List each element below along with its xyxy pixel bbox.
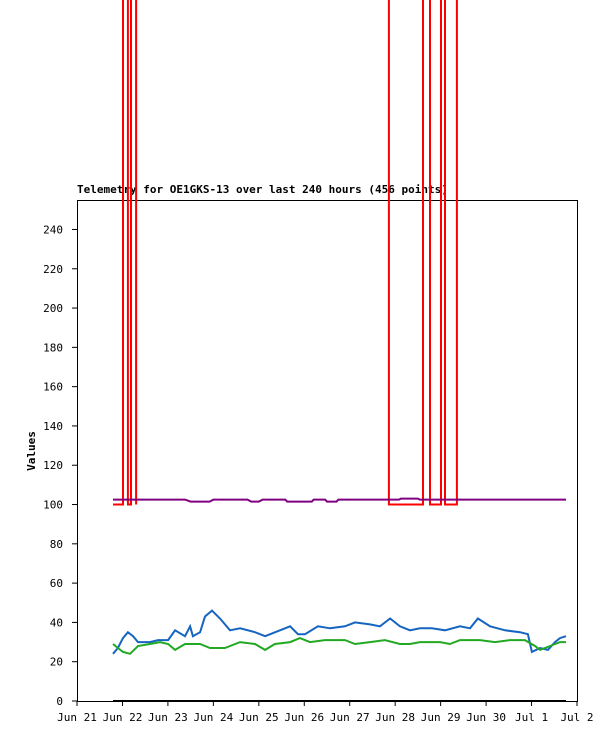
- chart-title: Telemetry for OE1GKS-13 over last 240 ho…: [77, 183, 448, 196]
- y-tick-label: 60: [50, 577, 63, 590]
- y-tick-label: 240: [43, 223, 63, 236]
- x-tick-label: Jun 21: [57, 711, 97, 724]
- y-tick-label: 180: [43, 341, 63, 354]
- x-tick-label: Jul 2: [560, 711, 593, 724]
- x-tick-label: Jun 23: [148, 711, 188, 724]
- plot-frame: [77, 200, 578, 702]
- y-tick-label: 140: [43, 420, 63, 433]
- y-axis-label: Values: [25, 431, 38, 471]
- x-tick-label: Jun 22: [103, 711, 143, 724]
- y-tick-label: 0: [56, 695, 63, 708]
- series-line: [113, 497, 566, 503]
- y-tick-label: 160: [43, 381, 63, 394]
- series-line: [112, 637, 566, 655]
- y-tick-label: 20: [50, 656, 63, 669]
- x-tick-label: Jun 30: [466, 711, 506, 724]
- y-tick-label: 80: [50, 538, 63, 551]
- y-tick-label: 100: [43, 499, 63, 512]
- x-tick-label: Jun 24: [193, 711, 233, 724]
- y-tick-label: 200: [43, 302, 63, 315]
- x-tick-label: Jun 27: [330, 711, 370, 724]
- y-tick-label: 220: [43, 263, 63, 276]
- x-tick-label: Jun 26: [284, 711, 324, 724]
- y-tick-label: 40: [50, 616, 63, 629]
- x-tick-label: Jun 28: [375, 711, 415, 724]
- series-line: [113, 0, 458, 506]
- x-tick-label: Jul 1: [515, 711, 548, 724]
- x-tick-label: Jun 25: [239, 711, 279, 724]
- y-tick-label: 120: [43, 459, 63, 472]
- series-line: [112, 609, 567, 655]
- x-tick-label: Jun 29: [421, 711, 461, 724]
